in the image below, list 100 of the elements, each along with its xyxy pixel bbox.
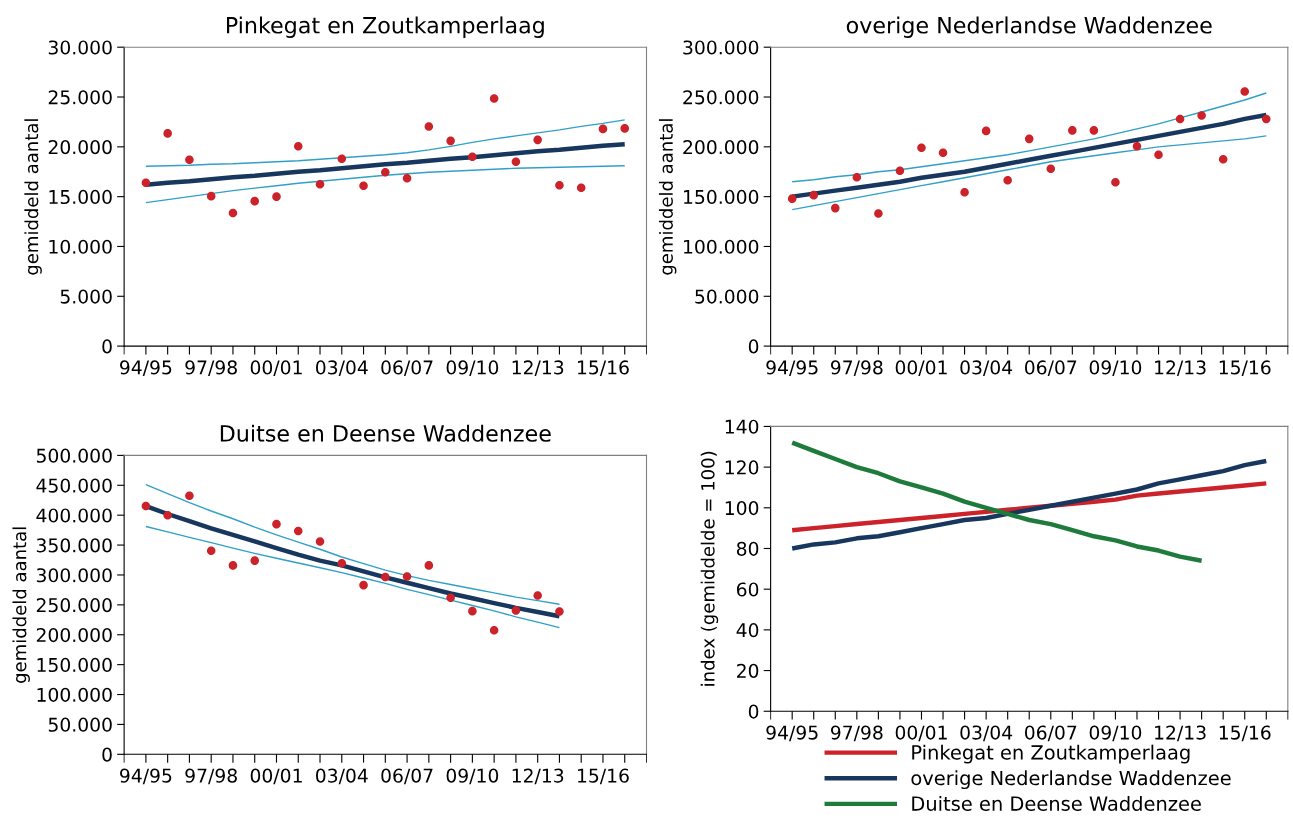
x-tick-label: 94/95 (120, 360, 172, 376)
y-tick-label: 120 (725, 460, 759, 475)
y-tick-label: 250.000 (683, 90, 759, 105)
x-tick-label: 97/98 (185, 360, 237, 376)
line-series (791, 92, 1267, 183)
point (468, 152, 477, 162)
point (228, 561, 238, 570)
point (511, 606, 521, 615)
point (293, 526, 303, 536)
y-tick-label: 10.000 (49, 239, 112, 254)
x-tick-label: 97/98 (185, 768, 237, 785)
y-tick-label: 100 (725, 501, 759, 516)
y-tick-label: 250.000 (36, 598, 112, 613)
x-tick-label: 06/07 (381, 360, 433, 376)
legend-label: overige Nederlandse Waddenzee (911, 770, 1231, 790)
y-tick-label: 300.000 (36, 568, 112, 583)
x-tick-label: 15/16 (1219, 725, 1271, 742)
x-tick-label: 00/01 (895, 725, 947, 742)
point (1218, 155, 1228, 164)
point (489, 625, 499, 635)
chart-title: Pinkegat en Zoutkamperlaag (226, 16, 544, 38)
y-tick-label: 25.000 (48, 90, 112, 105)
y-tick-label: 20.000 (48, 140, 112, 155)
x-tick-label: 15/16 (578, 360, 629, 376)
x-tick-label: 00/01 (895, 360, 947, 376)
y-tick-label: 150.000 (37, 657, 112, 673)
y-tick-label: 5.000 (60, 289, 112, 304)
x-tick-label: 12/13 (1155, 725, 1206, 742)
point (424, 561, 434, 570)
y-tick-label: 300.000 (683, 40, 759, 55)
line-series (789, 458, 1269, 551)
x-tick-label: 06/07 (381, 768, 433, 785)
y-tick-label: 0 (102, 747, 112, 762)
x-tick-label: 03/04 (316, 768, 368, 785)
point (228, 208, 238, 218)
line-series (789, 440, 1204, 563)
y-tick-label: 450.000 (36, 478, 112, 493)
point (206, 546, 216, 556)
point (402, 572, 412, 581)
y-tick-label: 20 (737, 663, 759, 678)
x-tick-label: 12/13 (1155, 360, 1206, 376)
point (1068, 126, 1077, 135)
point (787, 194, 797, 203)
point (533, 135, 542, 145)
y-tick-label: 100.000 (37, 687, 112, 702)
point (272, 192, 281, 201)
point (446, 136, 455, 146)
y-tick-label: 500.000 (36, 448, 112, 463)
point (981, 126, 991, 136)
point (511, 157, 521, 167)
y-tick-label: 40 (736, 623, 759, 638)
y-tick-label: 400.000 (36, 508, 112, 523)
point (381, 572, 390, 582)
x-tick-label: 94/95 (120, 768, 172, 785)
y-tick-label: 100.000 (684, 239, 759, 254)
point (468, 606, 477, 616)
x-tick-label: 09/10 (446, 768, 499, 785)
y-tick-label: 0 (748, 339, 759, 354)
line-series (145, 165, 626, 204)
point (938, 148, 948, 158)
x-tick-label: 03/04 (960, 360, 1013, 376)
point (895, 166, 905, 176)
y-tick-label: 140 (725, 419, 759, 434)
x-tick-label: 06/07 (1025, 725, 1077, 742)
y-tick-label: 150.000 (684, 189, 759, 205)
y-tick-label: 80 (736, 541, 759, 556)
point (917, 143, 926, 153)
point (831, 203, 840, 213)
point (185, 491, 194, 501)
point (1197, 111, 1206, 120)
point (141, 501, 151, 511)
line-series (791, 135, 1267, 211)
y-axis-title: gemiddeld aantal (658, 119, 677, 275)
legend-label: Duitse en Deense Waddenzee (912, 795, 1201, 811)
y-tick-label: 60 (736, 582, 759, 597)
line-series (145, 119, 626, 167)
point (555, 180, 564, 190)
x-tick-label: 09/10 (446, 360, 499, 376)
point (489, 94, 499, 103)
x-tick-label: 97/98 (830, 360, 883, 376)
y-tick-label: 0 (102, 339, 112, 354)
x-tick-label: 15/16 (1219, 360, 1271, 376)
x-tick-label: 00/01 (250, 360, 302, 376)
y-axis-title: gemiddeld aantal (12, 527, 30, 683)
point (598, 124, 608, 134)
legend-label: Pinkegat en Zoutkamperlaag (912, 744, 1190, 764)
point (576, 183, 586, 192)
point (1111, 177, 1120, 187)
point (424, 122, 434, 131)
y-tick-label: 350.000 (36, 538, 112, 553)
point (533, 591, 542, 600)
point (874, 209, 883, 218)
point (359, 181, 368, 190)
point (1089, 126, 1099, 135)
point (359, 580, 368, 590)
point (1132, 142, 1142, 151)
point (315, 537, 325, 546)
point (250, 196, 259, 206)
y-tick-label: 50.000 (695, 289, 759, 304)
x-tick-label: 15/16 (578, 768, 629, 785)
